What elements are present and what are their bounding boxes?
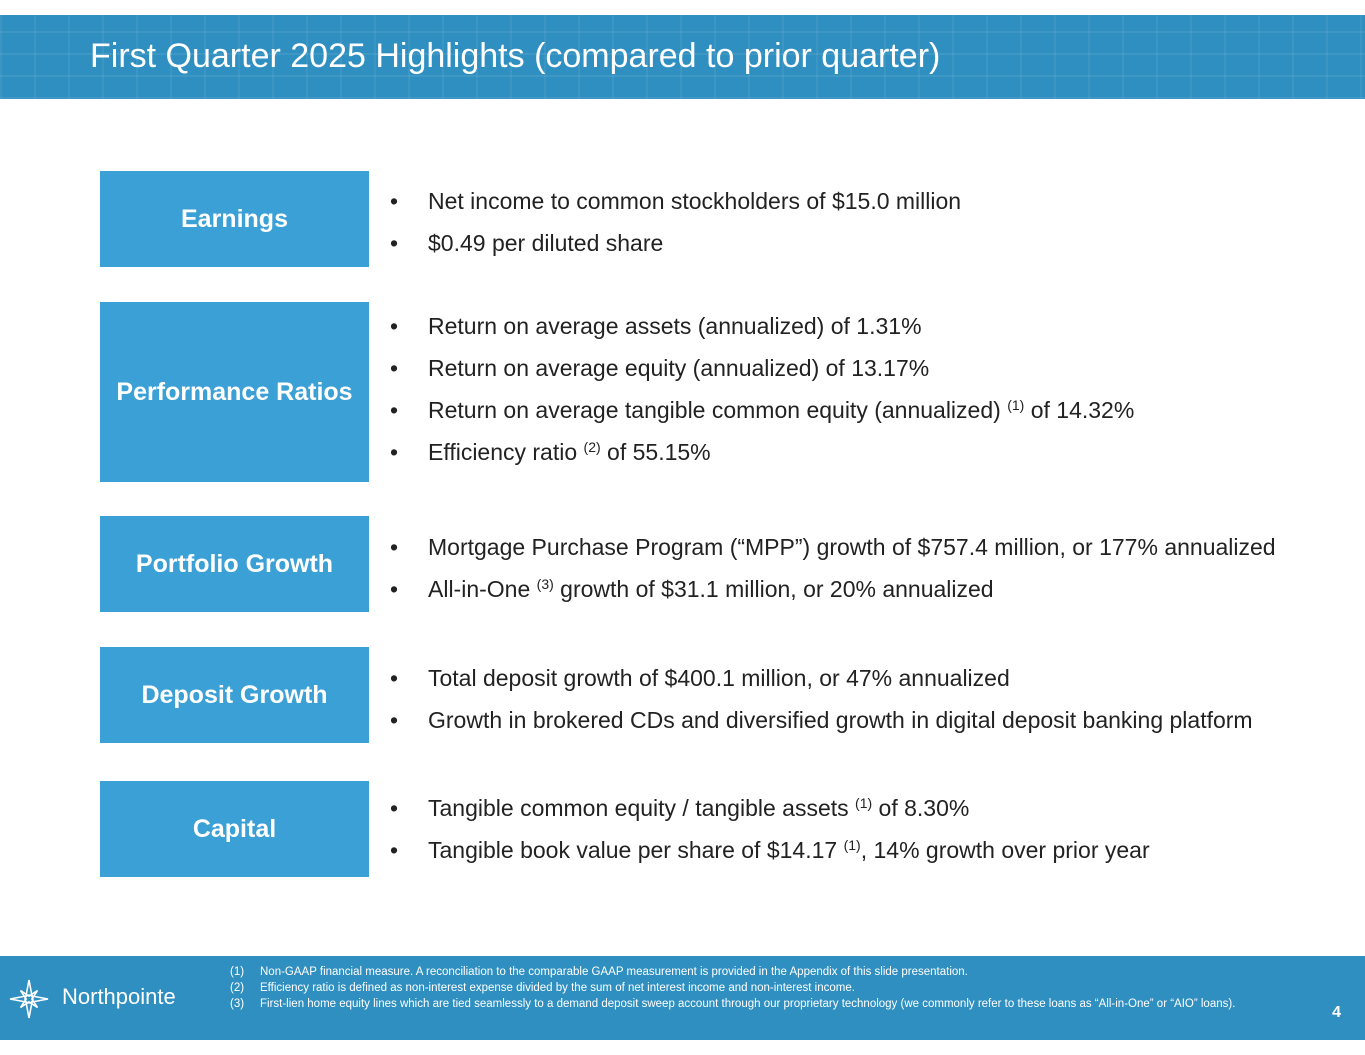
bullet-item: • Growth in brokered CDs and diversified …: [390, 699, 1253, 741]
bullet-item: • Tangible book value per share of $14.17…: [390, 829, 1150, 871]
footnote-ref: (2): [583, 439, 601, 455]
logo-wordmark: Northpointe: [62, 984, 176, 1009]
bullet-item: • Return on average assets (annualized) o…: [390, 305, 1134, 347]
section-label-performance-ratios: Performance Ratios: [100, 302, 369, 482]
bullet-dot: •: [390, 707, 399, 733]
bullet-dot: •: [390, 355, 399, 381]
bullet-item: • Return on average tangible common equit…: [390, 389, 1134, 431]
performance-ratios-bullets: • Return on average assets (annualized) o…: [390, 305, 1134, 473]
bullet-dot: •: [390, 534, 399, 560]
bullet-item: • Return on average equity (annualized) o…: [390, 347, 1134, 389]
footnotes: (1) Non-GAAP financial measure. A reconci…: [230, 964, 1270, 1012]
header-banner: First Quarter 2025 Highlights (compared …: [0, 15, 1365, 99]
deposit-growth-bullets: • Total deposit growth of $400.1 million,…: [390, 657, 1253, 741]
bullet-dot: •: [390, 665, 399, 691]
footnote: (3) First-lien home equity lines which ar…: [230, 998, 1236, 1010]
bullet-dot: •: [390, 188, 399, 214]
footnote-ref: (3): [536, 576, 554, 592]
bullet-dot: •: [390, 397, 399, 423]
bullet-dot: •: [390, 230, 399, 256]
bullet-dot: •: [390, 837, 399, 863]
bullet-item: • All-in-One (3) growth of $31.1 million,…: [390, 568, 1276, 610]
section-label-earnings: Earnings: [100, 171, 369, 267]
bullet-item: • Total deposit growth of $400.1 million,…: [390, 657, 1253, 699]
section-label-portfolio-growth: Portfolio Growth: [100, 516, 369, 612]
footnote-ref: (1): [1007, 397, 1025, 413]
portfolio-growth-bullets: • Mortgage Purchase Program (“MPP”) growt…: [390, 526, 1276, 610]
footnote-ref: (1): [843, 837, 861, 853]
bullet-dot: •: [390, 576, 399, 602]
footnote: (1) Non-GAAP financial measure. A reconci…: [230, 966, 968, 978]
page-title: First Quarter 2025 Highlights (compared …: [90, 37, 941, 75]
bullet-item: • Net income to common stockholders of $1…: [390, 180, 961, 222]
bullet-dot: •: [390, 313, 399, 339]
footer-bar: Northpointe (1) Non-GAAP financial measur…: [0, 956, 1365, 1040]
footnote-ref: (1): [855, 795, 873, 811]
compass-star-icon: [9, 979, 49, 1019]
footnote: (2) Efficiency ratio is defined as non-in…: [230, 982, 855, 994]
company-logo: Northpointe: [8, 978, 208, 1019]
earnings-bullets: • Net income to common stockholders of $1…: [390, 180, 961, 264]
section-label-deposit-growth: Deposit Growth: [100, 647, 369, 743]
bullet-dot: •: [390, 439, 399, 465]
bullet-item: • Efficiency ratio (2) of 55.15%: [390, 431, 1134, 473]
bullet-dot: •: [390, 795, 399, 821]
bullet-item: • $0.49 per diluted share: [390, 222, 961, 264]
section-label-capital: Capital: [100, 781, 369, 877]
capital-bullets: • Tangible common equity / tangible asset…: [390, 787, 1150, 871]
bullet-item: • Tangible common equity / tangible asset…: [390, 787, 1150, 829]
bullet-item: • Mortgage Purchase Program (“MPP”) growt…: [390, 526, 1276, 568]
page-number: 4: [1332, 1004, 1341, 1021]
